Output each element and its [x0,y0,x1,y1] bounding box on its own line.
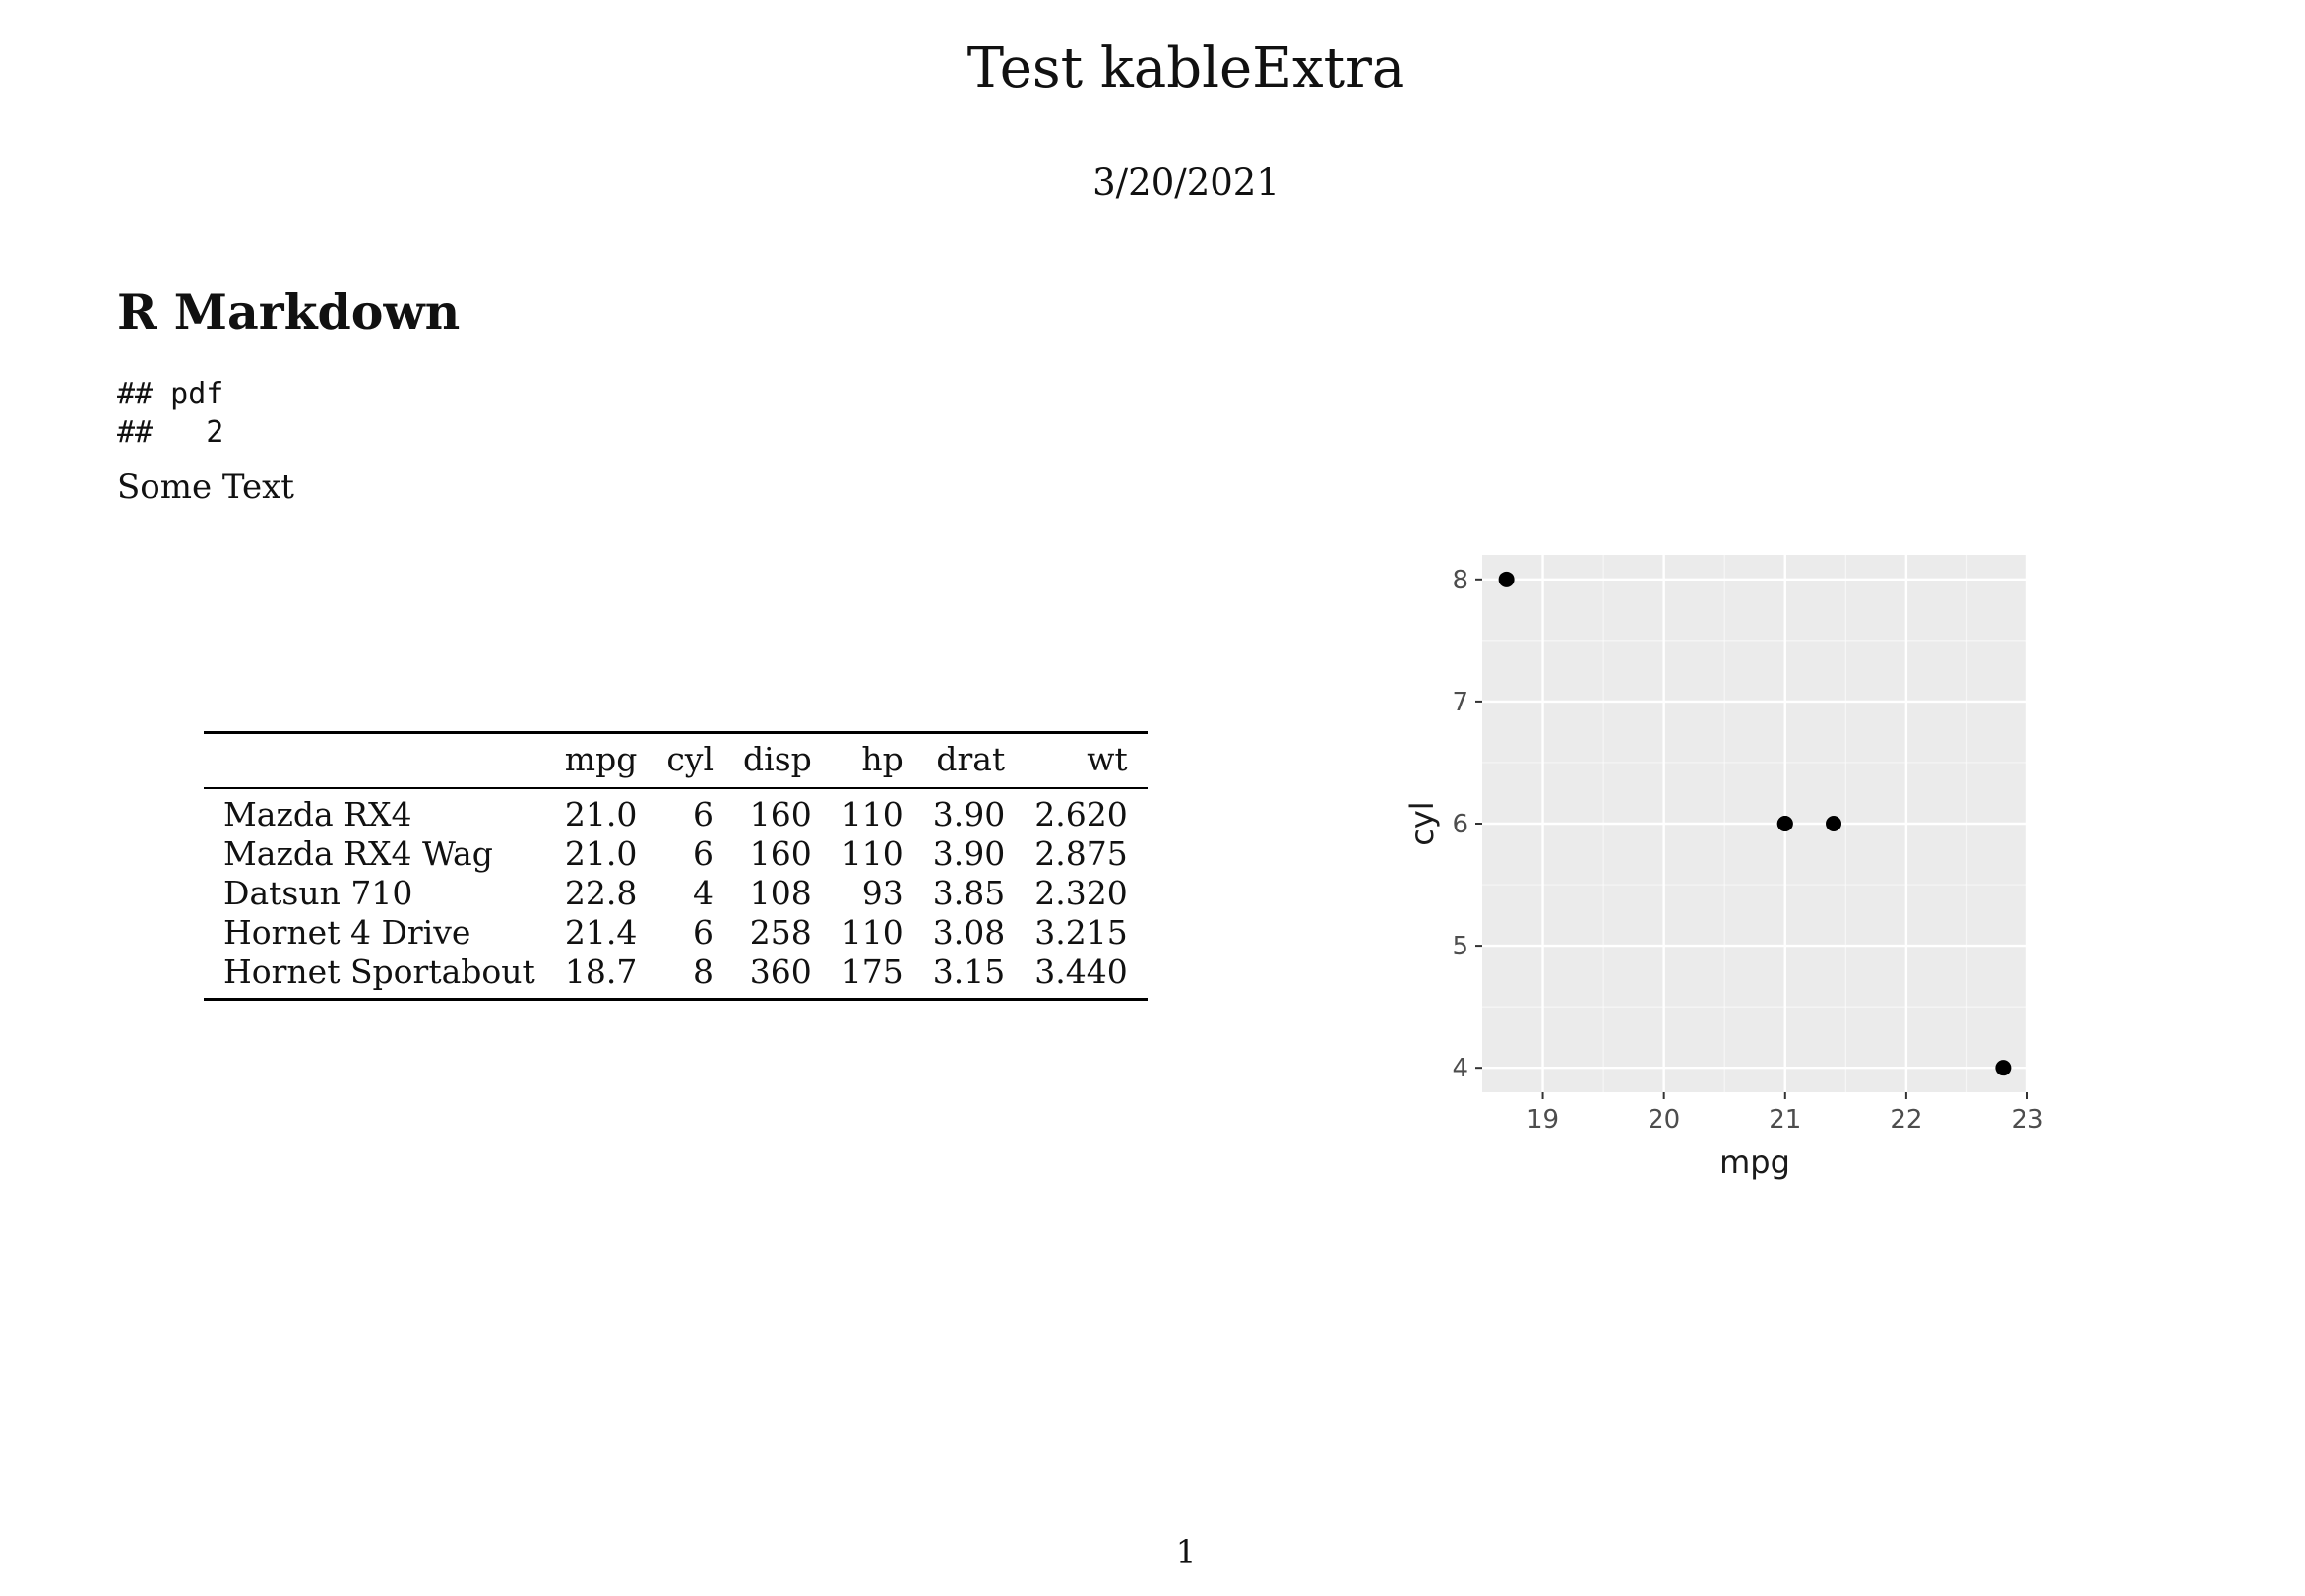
table-cell-wt: 3.440 [1034,951,1128,991]
table-cell-cyl: 6 [693,833,715,873]
y-tick-label: 7 [1452,688,1468,717]
data-point [1826,816,1842,831]
x-tick-label: 21 [1769,1105,1801,1135]
table-cell-name: Hornet Sportabout [223,951,535,991]
document-title: Test kableExtra [966,36,1405,100]
table-cell-drat: 3.90 [932,833,1006,873]
page-number: 1 [1175,1533,1197,1570]
table-header-row: mpg cyl disp hp drat wt [204,732,1148,788]
table-cell-wt: 2.320 [1034,873,1128,912]
table-cell-hp: 110 [841,833,903,873]
table-row: Mazda RX4 Wag 21.0 6 160 110 3.90 2.875 [204,834,1148,874]
table-cell-cyl: 4 [693,873,715,912]
table-header-mpg: mpg [564,740,638,778]
table-header-rowname [204,733,555,788]
table-cell-drat: 3.90 [932,794,1006,833]
x-axis-title: mpg [1719,1143,1790,1181]
table-cell-mpg: 21.4 [564,912,638,951]
x-tick-label: 23 [2011,1105,2043,1135]
table-cell-mpg: 21.0 [564,833,638,873]
y-tick-label: 8 [1452,566,1468,595]
table-cell-name: Datsun 710 [223,873,413,912]
table-header-disp: disp [743,740,812,778]
table-cell-disp: 108 [749,873,812,912]
table-header-cyl: cyl [666,740,715,778]
y-axis-title: cyl [1403,801,1441,845]
table-cell-cyl: 6 [693,912,715,951]
y-tick-label: 6 [1452,810,1468,839]
data-point [1776,816,1793,831]
table-cell-hp: 93 [861,873,903,912]
table-cell-mpg: 21.0 [564,794,638,833]
table-row: Hornet Sportabout 18.7 8 360 175 3.15 3.… [204,952,1148,1000]
table-cell-disp: 160 [749,833,812,873]
table-cell-cyl: 8 [693,951,715,991]
data-table: mpg cyl disp hp drat wt Mazda RX4 21.0 6… [204,731,1148,1001]
data-point [1498,571,1515,587]
table-cell-wt: 3.215 [1034,912,1128,951]
table-cell-name: Mazda RX4 Wag [223,833,493,873]
table-cell-hp: 110 [841,794,903,833]
table-header-hp: hp [861,740,903,778]
table-row: Hornet 4 Drive 21.4 6 258 110 3.08 3.215 [204,913,1148,952]
table-cell-hp: 110 [841,912,903,951]
x-tick-label: 20 [1648,1105,1680,1135]
table-cell-drat: 3.15 [932,951,1006,991]
table-row: Datsun 710 22.8 4 108 93 3.85 2.320 [204,874,1148,913]
document-date: 3/20/2021 [1092,161,1279,204]
table-cell-cyl: 6 [693,794,715,833]
table-cell-drat: 3.85 [932,873,1006,912]
data-point [1995,1060,2012,1076]
table-cell-wt: 2.875 [1034,833,1128,873]
table-cell-mpg: 18.7 [564,951,638,991]
table-cell-disp: 160 [749,794,812,833]
table-cell-wt: 2.620 [1034,794,1128,833]
table-header-drat: drat [936,740,1006,778]
x-tick-label: 22 [1890,1105,1922,1135]
table-cell-mpg: 22.8 [564,873,638,912]
table-cell-disp: 258 [749,912,812,951]
table-cell-disp: 360 [749,951,812,991]
table-cell-name: Mazda RX4 [223,794,412,833]
code-output: ## pdf ## 2 [117,377,224,450]
table-cell-hp: 175 [841,951,903,991]
y-tick-label: 5 [1452,932,1468,961]
scatter-plot: 19 20 21 22 23 4 5 6 7 8 mpg cyl [1403,555,2044,1181]
body-text: Some Text [117,467,294,507]
x-tick-label: 19 [1526,1105,1559,1135]
table-header-wt: wt [1087,740,1128,778]
y-tick-label: 4 [1452,1054,1468,1083]
table-cell-name: Hornet 4 Drive [223,912,471,951]
table-row: Mazda RX4 21.0 6 160 110 3.90 2.620 [204,788,1148,834]
table-cell-drat: 3.08 [932,912,1006,951]
section-heading: R Markdown [117,283,461,340]
